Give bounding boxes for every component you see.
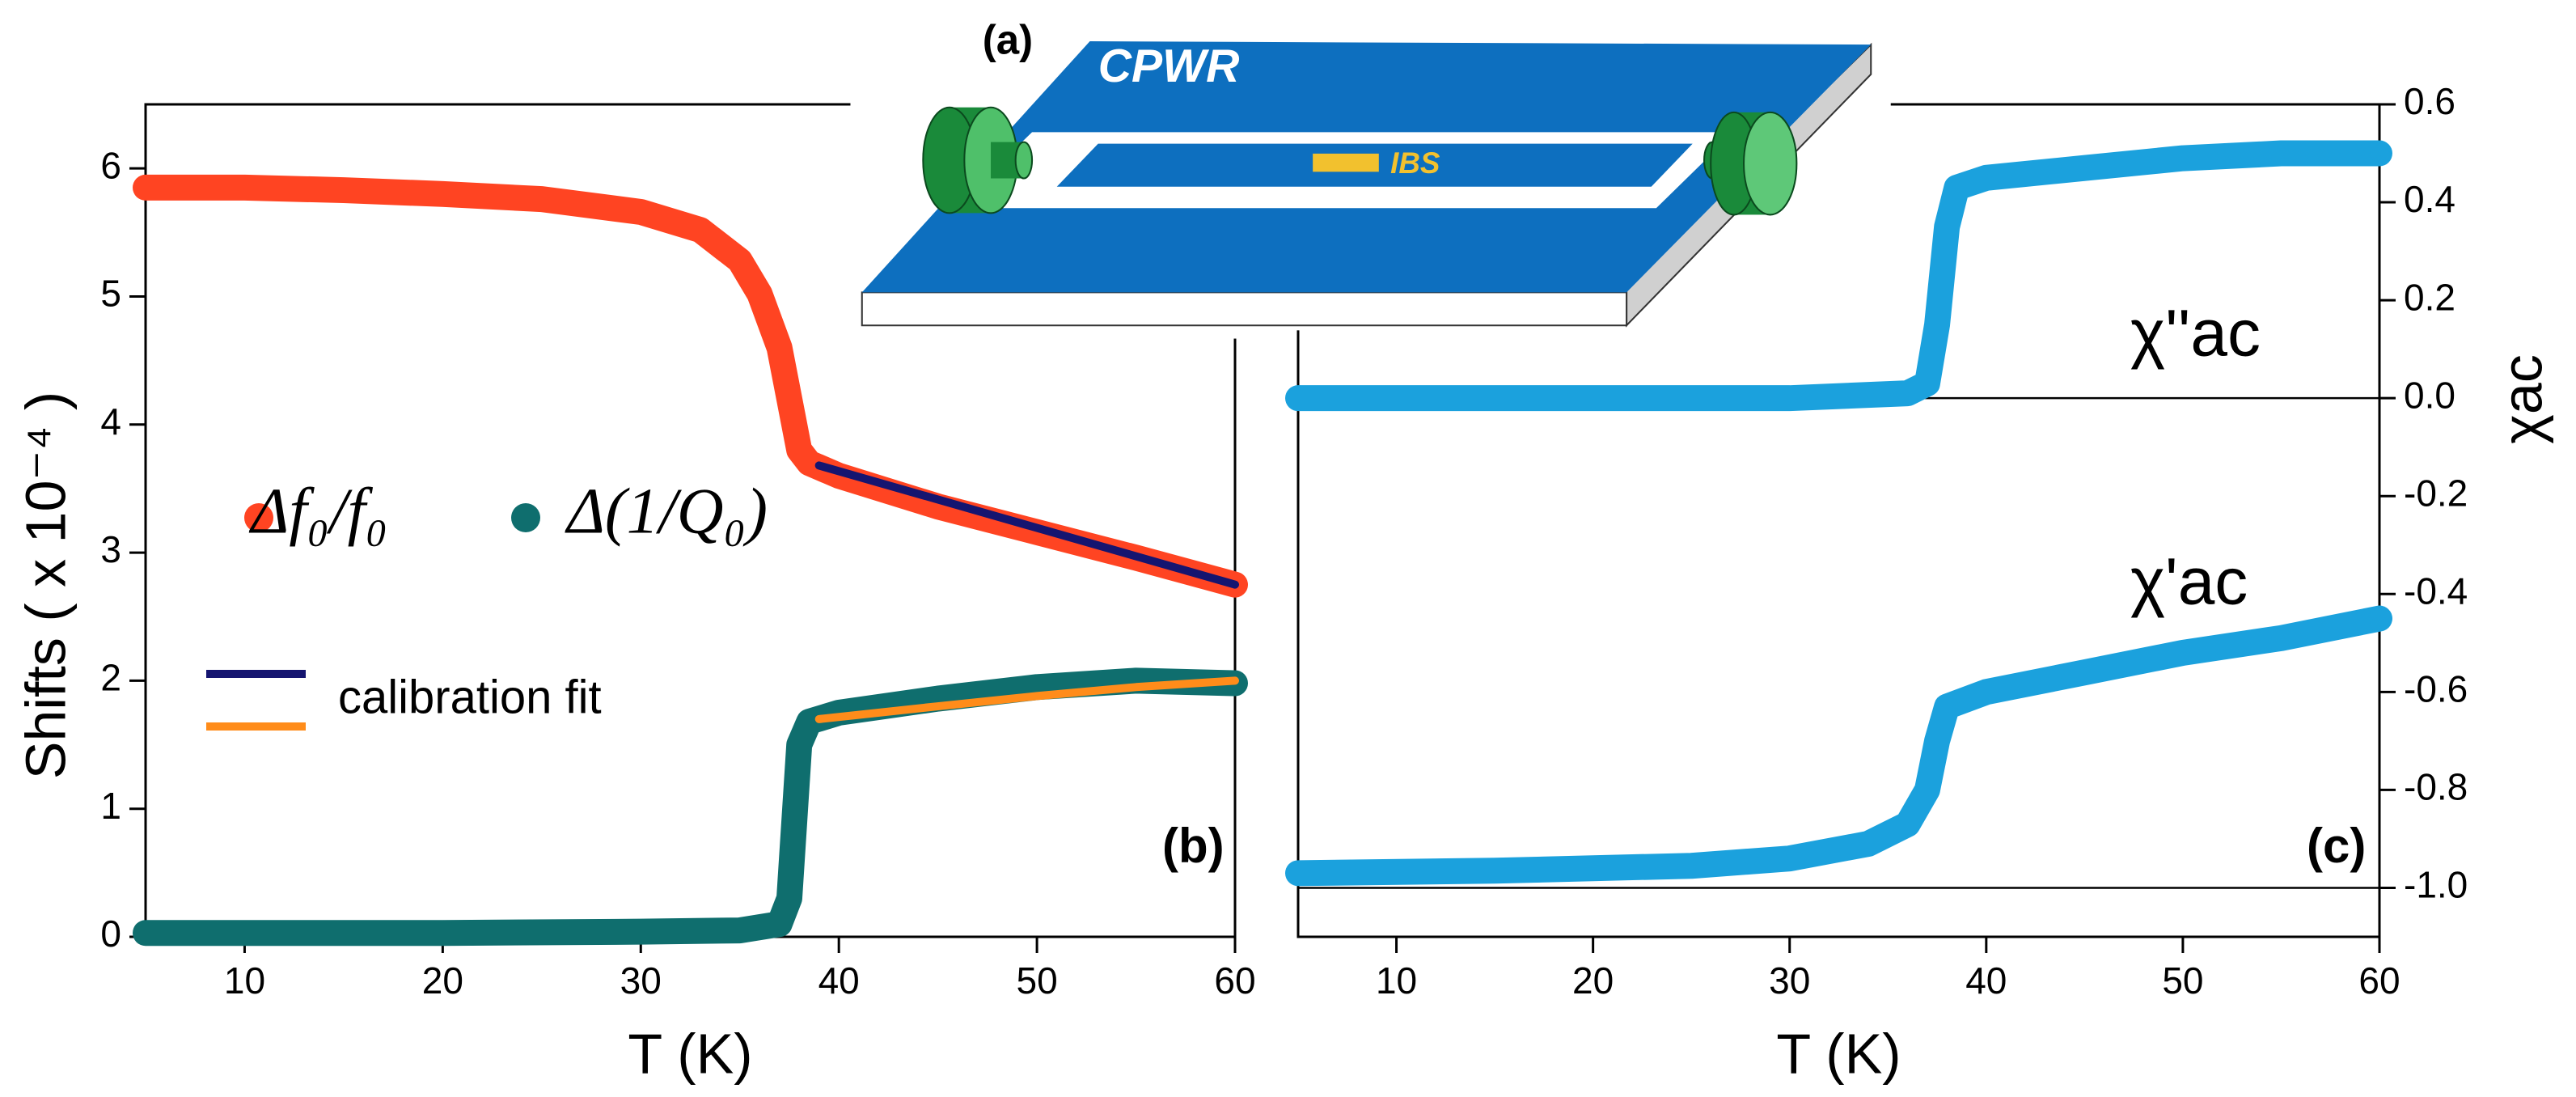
x-tick-label: 30 <box>1769 959 1810 1002</box>
fit-line <box>814 461 1239 589</box>
y-tick-label: -0.4 <box>2404 570 2468 612</box>
x-tick-label: 10 <box>1376 959 1417 1002</box>
y-tick-label: 5 <box>100 273 121 315</box>
y-tick-label: 3 <box>100 528 121 570</box>
data-line <box>1285 605 2392 887</box>
y-tick-label: 1 <box>100 785 121 827</box>
x-tick-label: 50 <box>1017 959 1058 1002</box>
sample <box>1313 153 1379 172</box>
curve-label: χ'ac <box>2130 545 2248 619</box>
x-axis-label: T (K) <box>1776 1022 1901 1085</box>
connector-pin <box>1014 141 1034 180</box>
legend-marker <box>511 503 540 532</box>
x-tick-label: 50 <box>2162 959 2203 1002</box>
y-tick-label: 0 <box>100 913 121 955</box>
x-tick-label: 60 <box>2358 959 2400 1002</box>
y-tick-label: 0.4 <box>2404 178 2455 220</box>
y-tick-label: -0.6 <box>2404 668 2468 710</box>
y-tick-label: 4 <box>100 400 121 443</box>
inset-diagram: IBS CPWR (a) <box>850 0 1891 339</box>
legend-label: Δf₀/f₀ <box>248 476 387 547</box>
x-tick-label: 40 <box>818 959 860 1002</box>
y-tick-label: -1.0 <box>2404 864 2468 906</box>
y-tick-label: -0.8 <box>2404 766 2468 808</box>
plots: 10 20 30 40 50 60 0 1 2 3 4 5 6 T (K) Shifts ( x 10⁻⁴ … <box>14 80 2553 1085</box>
x-tick-label: 20 <box>1572 959 1614 1002</box>
y-tick-label: 0.6 <box>2404 80 2455 122</box>
x-axis-label: T (K) <box>628 1022 752 1085</box>
legend-marker <box>244 503 273 532</box>
y-tick-label: 0.0 <box>2404 374 2455 416</box>
legend-label: Δ(1/Q₀) <box>565 476 768 547</box>
data-line <box>133 667 1248 947</box>
curve-label: χ''ac <box>2130 297 2261 371</box>
y-tick-label: 2 <box>100 657 121 699</box>
x-tick-label: 20 <box>422 959 463 1002</box>
fit-line <box>814 676 1239 723</box>
data-line <box>133 174 1248 598</box>
y-tick-label: -0.2 <box>2404 472 2468 514</box>
y-tick-label: 0.2 <box>2404 276 2455 318</box>
panel-label: (a) <box>983 17 1033 63</box>
panel-label: (b) <box>1162 819 1225 873</box>
connector <box>1743 111 1798 216</box>
board-label: CPWR <box>1098 40 1240 92</box>
x-tick-label: 40 <box>1965 959 2007 1002</box>
x-tick-label: 10 <box>224 959 265 1002</box>
y-tick-label: 6 <box>100 144 121 186</box>
panel-label: (c) <box>2307 819 2366 873</box>
legend-label: calibration fit <box>338 671 602 723</box>
board-front <box>861 291 1628 327</box>
data-line <box>1285 140 2392 412</box>
y-axis-label: Shifts ( x 10⁻⁴ ) <box>14 392 77 779</box>
x-tick-label: 30 <box>620 959 662 1002</box>
sample-label: IBS <box>1390 146 1440 180</box>
x-tick-label: 60 <box>1214 959 1255 1002</box>
y-axis-label: χac <box>2490 354 2553 444</box>
